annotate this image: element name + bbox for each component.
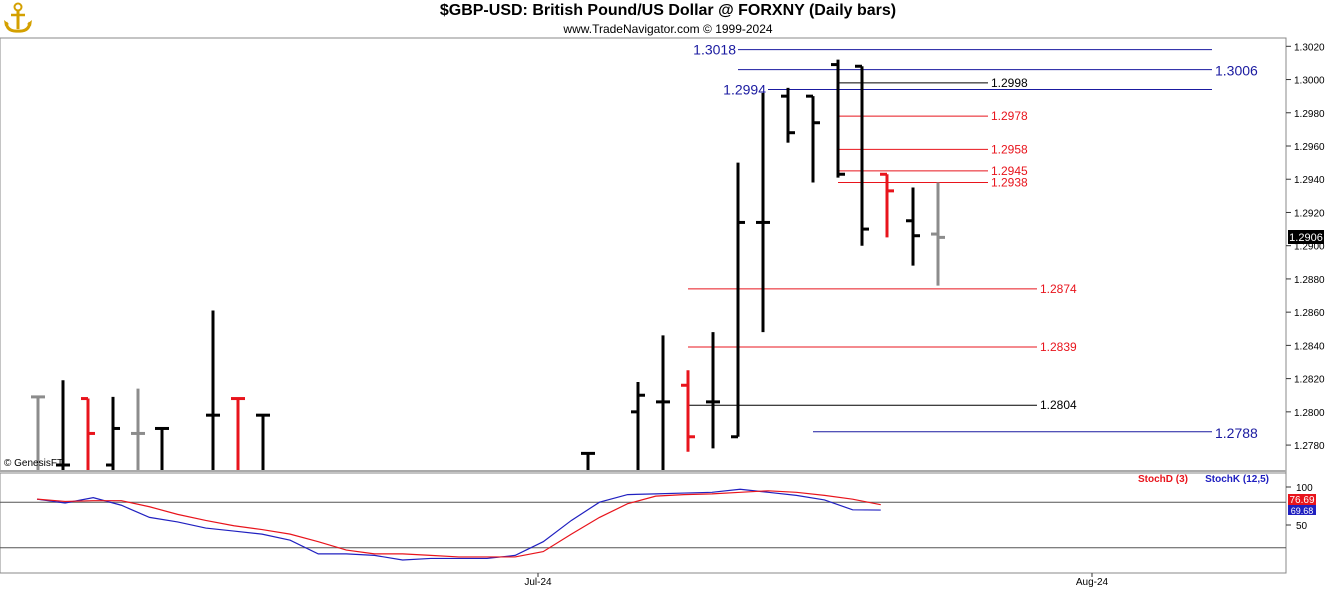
y-tick-label: 1.2780 (1294, 441, 1325, 452)
last-price-label-bg (1288, 230, 1324, 244)
y-tick-label: 1.2900 (1294, 242, 1325, 253)
price-level-label: 1.2978 (991, 109, 1028, 123)
price-bar[interactable] (631, 381, 645, 470)
price-bar[interactable] (31, 395, 45, 470)
y-tick-label: 1.3000 (1294, 76, 1325, 87)
stoch-k-last-bg (1288, 505, 1316, 515)
x-tick-label: Jul-24 (524, 577, 552, 588)
price-bar[interactable] (706, 332, 720, 449)
x-tick-label: Aug-24 (1076, 577, 1109, 588)
y-tick-label: 1.2800 (1294, 408, 1325, 419)
price-bar[interactable] (855, 64, 869, 246)
stoch-k-last-label: 69.68 (1291, 506, 1314, 516)
price-bar[interactable] (880, 172, 894, 238)
copyright-label: © GenesisFT (4, 458, 64, 469)
price-bar[interactable] (256, 413, 270, 470)
price-bar[interactable] (831, 59, 845, 178)
price-level-label: 1.2839 (1040, 340, 1077, 354)
y-tick-label: 1.2940 (1294, 175, 1325, 186)
chart-title: $GBP-USD: British Pound/US Dollar @ FORX… (439, 2, 897, 19)
price-bar[interactable] (106, 396, 120, 470)
chart-subtitle: www.TradeNavigator.com © 1999-2024 (563, 22, 773, 36)
price-level-label: 1.2874 (1040, 282, 1077, 296)
y-tick-label: 1.2840 (1294, 341, 1325, 352)
price-bar[interactable] (206, 310, 220, 470)
price-bar[interactable] (756, 92, 770, 333)
stoch-d-last-bg (1288, 494, 1316, 505)
price-bar[interactable] (681, 370, 695, 452)
price-level-label: 1.2958 (991, 142, 1028, 156)
y-tick-label: 1.3020 (1294, 42, 1325, 53)
price-bar[interactable] (806, 94, 820, 183)
stoch-y-tick-label: 100 (1296, 483, 1313, 494)
stoch-k-line (36, 488, 881, 561)
price-level-label: 1.2994 (723, 82, 766, 98)
chart-header: $GBP-USD: British Pound/US Dollar @ FORX… (0, 0, 1336, 38)
stoch-d-last-label: 76.69 (1289, 495, 1314, 506)
stoch-d-legend: StochD (3) (1138, 474, 1188, 485)
price-bar[interactable] (131, 388, 145, 470)
price-level-label: 1.3006 (1215, 63, 1258, 79)
price-bar[interactable] (731, 162, 745, 439)
price-level-label: 1.2804 (1040, 398, 1077, 412)
y-tick-label: 1.2980 (1294, 109, 1325, 120)
y-tick-label: 1.2860 (1294, 308, 1325, 319)
y-tick-label: 1.2820 (1294, 375, 1325, 386)
price-bar[interactable] (906, 187, 920, 266)
stoch-y-tick-label: 50 (1296, 521, 1308, 532)
price-bar[interactable] (155, 426, 169, 470)
anchor-logo-icon (4, 2, 32, 33)
price-bar[interactable] (581, 451, 595, 470)
y-tick-label: 1.2880 (1294, 275, 1325, 286)
price-level-label: 1.3018 (693, 42, 736, 58)
price-bar[interactable] (231, 397, 245, 470)
price-level-label: 1.2938 (991, 176, 1028, 190)
price-bar[interactable] (931, 182, 945, 286)
price-level-label: 1.2998 (991, 76, 1028, 90)
price-bar[interactable] (656, 335, 670, 470)
price-level-label: 1.2945 (991, 164, 1028, 178)
price-bar[interactable] (56, 380, 70, 470)
y-tick-label: 1.2960 (1294, 142, 1325, 153)
stoch-d-line (36, 490, 881, 558)
price-bar[interactable] (781, 87, 795, 143)
price-bar[interactable] (81, 397, 95, 470)
last-price-label: 1.2906 (1289, 232, 1323, 244)
stoch-k-legend: StochK (12,5) (1205, 474, 1269, 485)
y-tick-label: 1.2920 (1294, 208, 1325, 219)
price-level-label: 1.2788 (1215, 425, 1258, 441)
